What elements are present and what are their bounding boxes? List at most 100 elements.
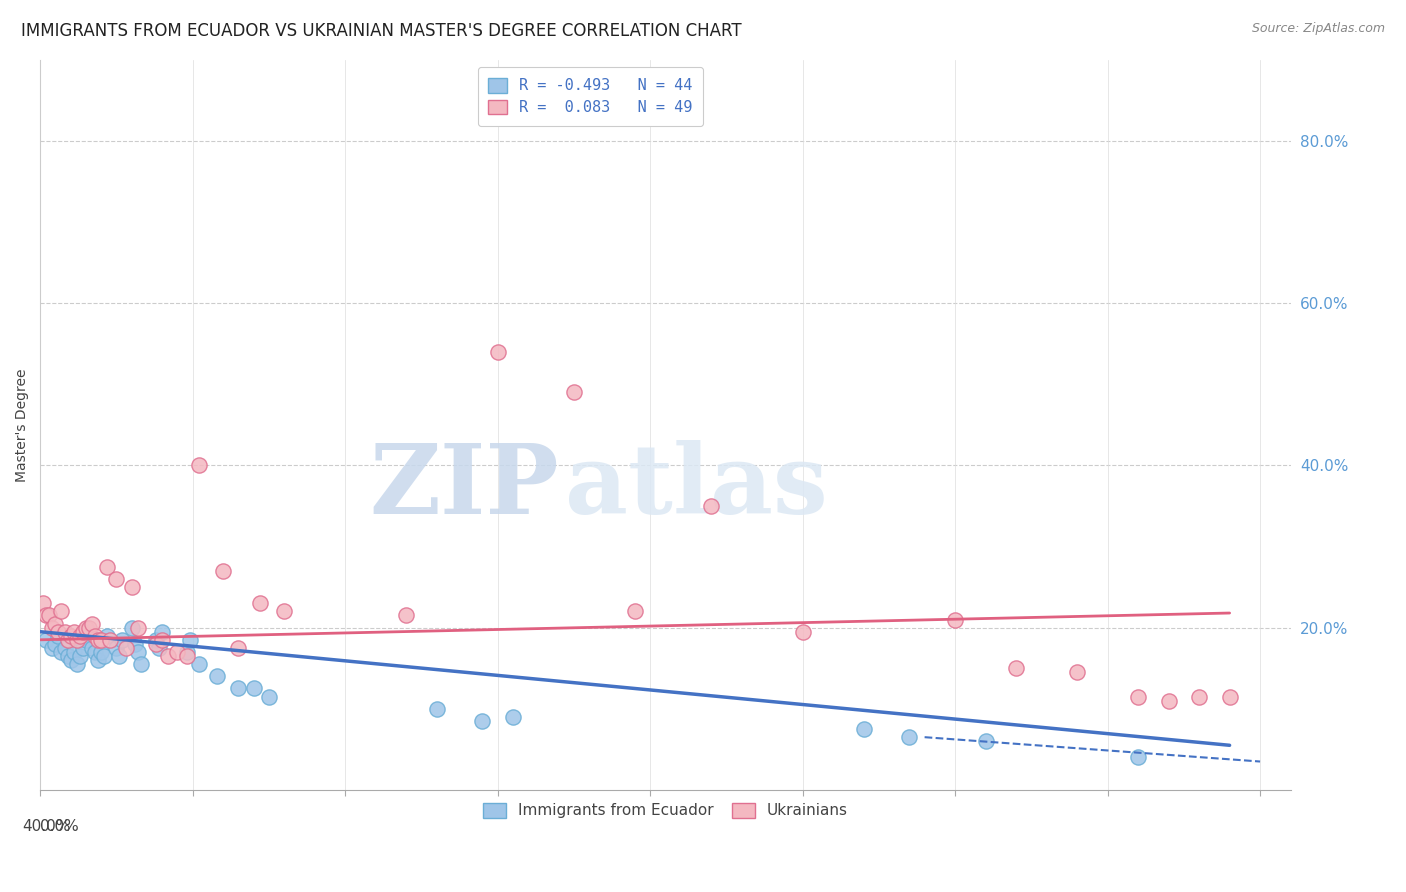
Text: 0.0%: 0.0% — [41, 819, 79, 834]
Point — [80, 616, 103, 631]
Point — [75, 632, 97, 647]
Point — [148, 640, 170, 655]
Legend: Immigrants from Ecuador, Ukrainians: Immigrants from Ecuador, Ukrainians — [475, 796, 856, 826]
Y-axis label: Master's Degree: Master's Degree — [15, 368, 30, 482]
Point — [1219, 690, 1241, 704]
Point — [35, 632, 58, 647]
Point — [1157, 693, 1180, 707]
Point — [75, 621, 97, 635]
Point — [53, 624, 76, 639]
Point — [179, 632, 201, 647]
Point — [69, 629, 91, 643]
Point — [974, 734, 997, 748]
Point — [48, 624, 70, 639]
Text: 40.0%: 40.0% — [22, 819, 70, 834]
Point — [77, 621, 100, 635]
Point — [700, 499, 723, 513]
Point — [127, 621, 149, 635]
Point — [852, 722, 875, 736]
Point — [150, 632, 173, 647]
Point — [98, 632, 121, 647]
Point — [249, 596, 271, 610]
Point — [44, 637, 66, 651]
Point — [1126, 750, 1149, 764]
Point — [502, 710, 524, 724]
Point — [127, 645, 149, 659]
Point — [56, 632, 79, 647]
Point — [105, 640, 128, 655]
Point — [1188, 690, 1211, 704]
Point — [145, 632, 167, 647]
Point — [898, 730, 921, 744]
Point — [114, 640, 136, 655]
Point — [51, 604, 73, 618]
Point — [792, 624, 814, 639]
Point — [59, 653, 82, 667]
Point — [53, 640, 76, 655]
Point — [56, 648, 79, 663]
Point — [121, 621, 143, 635]
Point — [69, 648, 91, 663]
Text: ZIP: ZIP — [370, 440, 560, 533]
Point — [212, 564, 235, 578]
Point — [1066, 665, 1088, 680]
Point — [108, 648, 131, 663]
Point — [84, 645, 107, 659]
Point — [96, 629, 118, 643]
Point — [145, 637, 167, 651]
Point — [242, 681, 264, 696]
Point — [228, 681, 250, 696]
Point — [1126, 690, 1149, 704]
Point — [41, 621, 63, 635]
Point — [62, 624, 84, 639]
Point — [90, 632, 112, 647]
Point — [87, 653, 110, 667]
Point — [51, 645, 73, 659]
Point — [66, 657, 89, 672]
Point — [187, 458, 209, 473]
Point — [157, 648, 180, 663]
Point — [273, 604, 295, 618]
Point — [257, 690, 280, 704]
Point — [62, 645, 84, 659]
Point — [41, 640, 63, 655]
Point — [395, 608, 418, 623]
Point — [486, 344, 509, 359]
Point — [129, 657, 152, 672]
Point — [150, 624, 173, 639]
Point — [48, 629, 70, 643]
Point — [66, 632, 89, 647]
Point — [96, 559, 118, 574]
Text: Source: ZipAtlas.com: Source: ZipAtlas.com — [1251, 22, 1385, 36]
Point — [187, 657, 209, 672]
Text: atlas: atlas — [565, 440, 828, 533]
Point — [44, 616, 66, 631]
Point — [121, 580, 143, 594]
Point — [87, 632, 110, 647]
Point — [93, 648, 115, 663]
Point — [176, 648, 198, 663]
Point — [80, 640, 103, 655]
Point — [562, 385, 585, 400]
Point — [72, 624, 94, 639]
Point — [124, 637, 146, 651]
Point — [90, 645, 112, 659]
Point — [59, 629, 82, 643]
Point — [228, 640, 250, 655]
Point — [205, 669, 228, 683]
Point — [72, 640, 94, 655]
Text: IMMIGRANTS FROM ECUADOR VS UKRAINIAN MASTER'S DEGREE CORRELATION CHART: IMMIGRANTS FROM ECUADOR VS UKRAINIAN MAS… — [21, 22, 742, 40]
Point — [176, 645, 198, 659]
Point — [84, 629, 107, 643]
Point — [166, 645, 188, 659]
Point — [471, 714, 494, 728]
Point — [77, 624, 100, 639]
Point — [105, 572, 128, 586]
Point — [35, 608, 58, 623]
Point — [426, 702, 449, 716]
Point — [111, 632, 134, 647]
Point — [1005, 661, 1028, 675]
Point — [624, 604, 647, 618]
Point — [943, 613, 966, 627]
Point — [32, 596, 55, 610]
